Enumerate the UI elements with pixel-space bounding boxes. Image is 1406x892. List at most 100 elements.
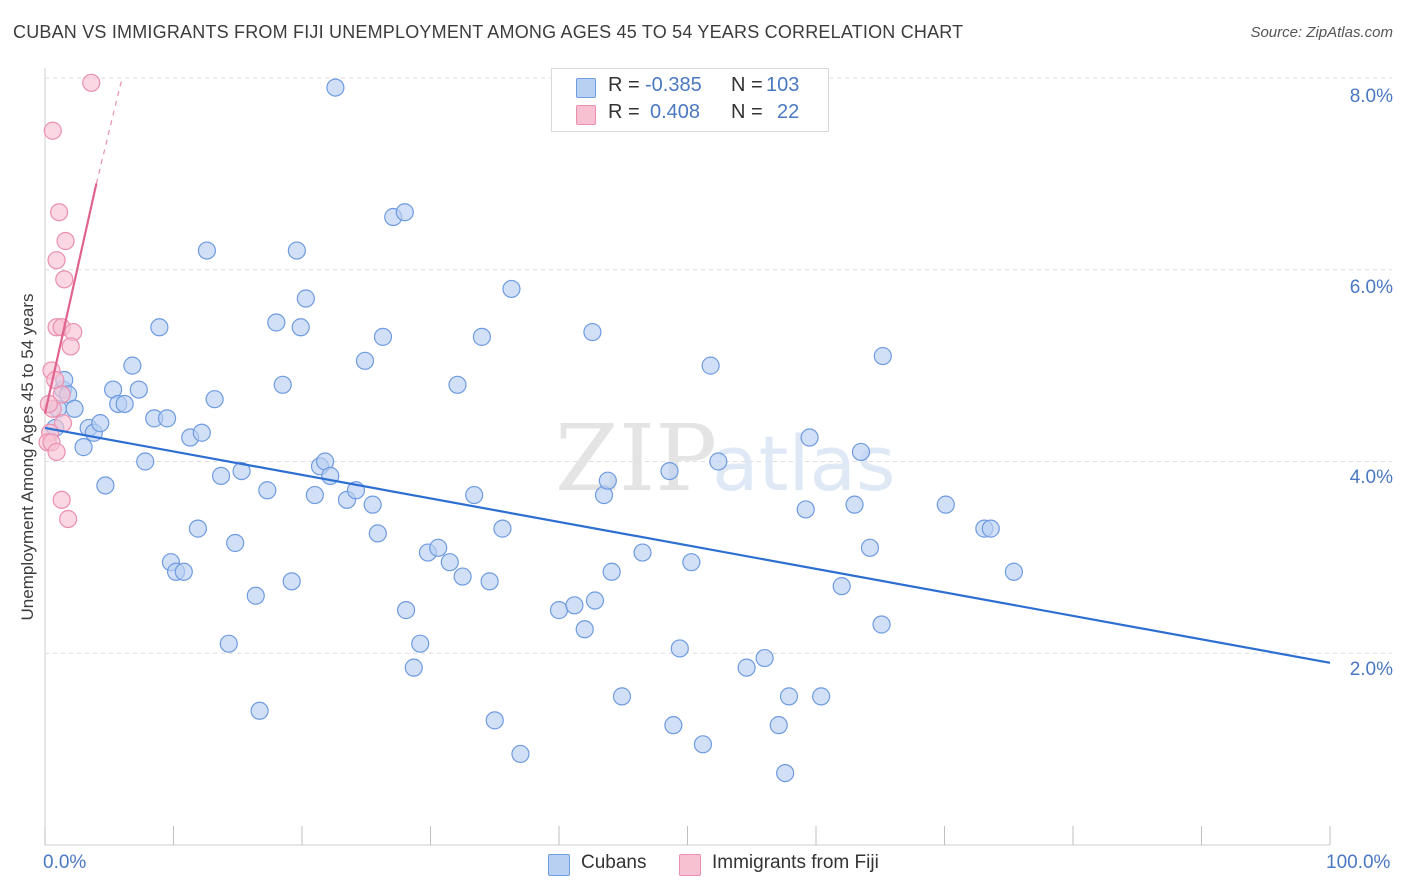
cubans-point-9 <box>91 414 110 433</box>
cubans-point-26 <box>197 241 217 260</box>
y-tick-label-6: 6.0% <box>1349 277 1393 298</box>
cubans-point-56 <box>411 634 430 653</box>
source-label: Source: ZipAtlas.com <box>1250 24 1393 41</box>
cubans-point-6 <box>74 438 93 457</box>
cubans-point-73 <box>585 591 605 610</box>
cubans-point-48 <box>355 351 375 370</box>
points-layer <box>38 73 1023 783</box>
cubans-point-94 <box>832 577 851 596</box>
cubans-point-49 <box>363 495 382 514</box>
cubans-point-81 <box>670 639 689 658</box>
legend-swatch-cubans <box>576 78 596 98</box>
cubans-point-96 <box>851 442 871 462</box>
cubans-point-93 <box>812 687 831 706</box>
cubans-point-69 <box>549 601 569 620</box>
bottom-legend-label-cubans: Cubans <box>581 852 647 873</box>
cubans-point-25 <box>192 423 211 442</box>
cubans-point-34 <box>258 481 277 500</box>
cubans-point-32 <box>246 586 265 605</box>
cubans-point-33 <box>250 701 269 720</box>
cubans-point-35 <box>267 313 286 332</box>
cubans-point-68 <box>511 744 530 764</box>
legend-r-label: R = <box>608 101 640 123</box>
cubans-point-90 <box>779 687 799 706</box>
cubans-point-102 <box>981 519 1000 538</box>
fiji-point-4 <box>47 251 66 270</box>
cubans-point-31 <box>232 461 251 481</box>
cubans-point-84 <box>701 356 720 375</box>
cubans-point-89 <box>776 763 795 783</box>
y-tick-label-8: 8.0% <box>1349 86 1393 107</box>
trend-layer <box>43 77 1331 664</box>
x-tick-label-0: 0.0% <box>43 852 87 873</box>
cubans-point-54 <box>396 601 416 620</box>
cubans-point-100 <box>936 495 955 514</box>
bottom-legend-swatch-cubans <box>548 854 570 876</box>
cubans-point-82 <box>682 553 701 572</box>
bottom-legend-swatch-fiji <box>679 854 701 876</box>
cubans-point-67 <box>502 279 521 299</box>
cubans-point-24 <box>188 519 208 538</box>
cubans-point-18 <box>150 318 169 337</box>
cubans-point-10 <box>96 476 115 495</box>
cubans-point-70 <box>565 596 584 615</box>
cubans-point-63 <box>472 327 491 346</box>
cubans-point-55 <box>404 658 423 677</box>
cubans-point-30 <box>226 533 245 553</box>
cubans-point-97 <box>860 538 880 557</box>
fiji-point-12 <box>52 385 71 404</box>
fiji-point-9 <box>61 337 80 356</box>
legend-r-value-fiji: 0.408 <box>650 101 701 123</box>
cubans-point-75 <box>598 471 617 490</box>
cubans-point-92 <box>800 428 819 447</box>
cubans-point-13 <box>115 394 134 414</box>
cubans-trend-line <box>44 426 1331 664</box>
fiji-point-19 <box>52 490 71 509</box>
cubans-point-51 <box>373 327 393 346</box>
legend-r-value-cubans: -0.385 <box>645 74 702 96</box>
legend-n-label: N = <box>731 74 763 96</box>
cubans-point-15 <box>129 380 148 399</box>
y-tick-label-2: 2.0% <box>1349 659 1393 680</box>
cubans-point-22 <box>174 562 193 581</box>
cubans-point-27 <box>205 390 224 409</box>
fiji-point-2 <box>50 203 69 222</box>
cubans-point-28 <box>211 466 231 485</box>
cubans-point-45 <box>326 78 345 97</box>
legend-swatch-fiji <box>576 105 596 125</box>
cubans-point-50 <box>368 524 387 543</box>
chart-title: CUBAN VS IMMIGRANTS FROM FIJI UNEMPLOYME… <box>13 22 964 42</box>
fiji-point-5 <box>55 270 74 289</box>
cubans-point-71 <box>575 620 594 639</box>
legend-n-value-fiji: 22 <box>777 101 800 123</box>
cubans-point-91 <box>796 500 815 519</box>
cubans-point-40 <box>296 289 315 308</box>
cubans-point-29 <box>219 634 238 653</box>
cubans-point-66 <box>493 519 512 538</box>
watermark-zip: ZIP <box>555 405 717 512</box>
cubans-point-16 <box>136 452 155 471</box>
bottom-legend-label-fiji: Immigrants from Fiji <box>712 852 879 873</box>
fiji-point-1 <box>43 121 62 140</box>
fiji-point-18 <box>47 442 66 462</box>
cubans-point-87 <box>755 648 774 668</box>
cubans-point-77 <box>612 687 632 706</box>
fiji-point-0 <box>82 73 101 92</box>
axis-layer <box>44 68 1331 846</box>
cubans-point-39 <box>291 318 310 337</box>
cubans-point-95 <box>845 495 864 514</box>
legend-n-label: N = <box>731 101 763 123</box>
cubans-point-72 <box>583 322 602 342</box>
cubans-point-5 <box>65 399 84 418</box>
cubans-point-80 <box>664 716 683 735</box>
cubans-point-78 <box>633 543 652 562</box>
x-tick-label-100: 100.0% <box>1326 852 1391 873</box>
fiji-trend-line <box>43 183 98 414</box>
cubans-point-59 <box>440 553 459 572</box>
y-axis-label: Unemployment Among Ages 45 to 54 years <box>18 293 37 621</box>
cubans-point-79 <box>660 461 679 481</box>
cubans-point-14 <box>123 356 142 375</box>
fiji-trend-extension <box>95 77 123 184</box>
cubans-point-83 <box>693 735 713 754</box>
